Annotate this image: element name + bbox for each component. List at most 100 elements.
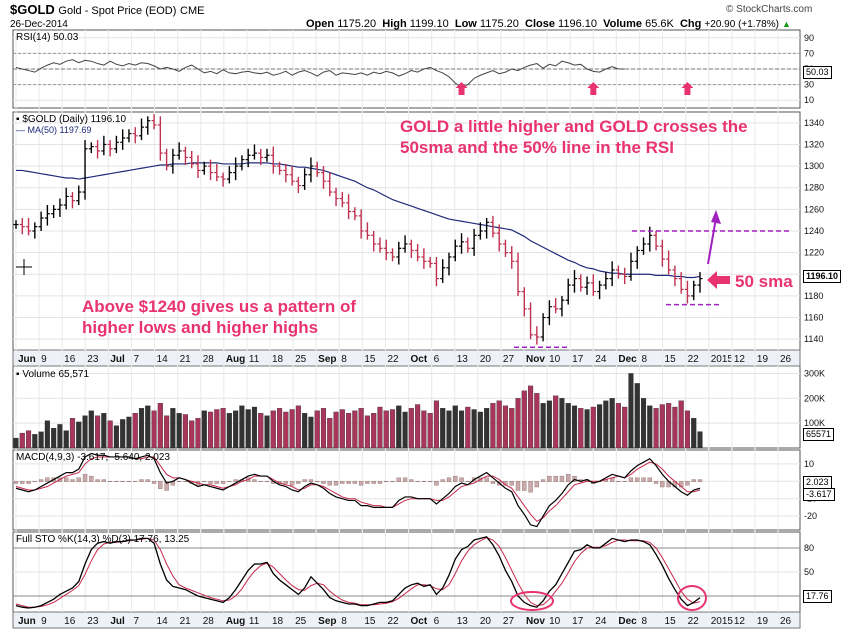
macd-histogram-bar bbox=[101, 479, 107, 482]
macd-histogram-bar bbox=[409, 479, 414, 482]
volume-bar bbox=[565, 403, 571, 449]
chart-title: $GOLD Gold - Spot Price (EOD) CME bbox=[10, 2, 204, 17]
projection-arrow-line bbox=[707, 217, 717, 265]
volume-tick-label: 100K bbox=[804, 418, 825, 428]
date-tick: 22 bbox=[688, 616, 700, 627]
date-tick: 21 bbox=[180, 354, 192, 365]
date-tick: 24 bbox=[595, 354, 607, 365]
macd-tick-label: -20 bbox=[804, 511, 817, 521]
volume-bar bbox=[283, 411, 289, 449]
instrument-name: Gold - Spot Price (EOD) bbox=[58, 5, 177, 17]
sma-pointer-arrow-icon bbox=[707, 271, 730, 289]
volume-bar bbox=[245, 409, 251, 449]
macd-histogram-bar bbox=[490, 481, 496, 484]
macd-line bbox=[15, 452, 701, 528]
volume-bar bbox=[408, 408, 414, 449]
volume-bar bbox=[346, 413, 352, 449]
date-tick: 15 bbox=[364, 354, 376, 365]
chart-date: 26-Dec-2014 bbox=[10, 19, 68, 30]
volume-bar bbox=[120, 419, 126, 449]
macd-histogram-bar bbox=[327, 481, 332, 486]
date-tick: 19 bbox=[757, 616, 769, 627]
date-tick: Oct bbox=[411, 616, 428, 627]
volume-bar bbox=[446, 410, 452, 449]
rsi-tick-label: 70 bbox=[804, 48, 814, 58]
volume-bar bbox=[377, 406, 383, 449]
macd-histogram-bar bbox=[38, 479, 44, 482]
volume-bar bbox=[264, 415, 270, 449]
macd-histogram-bar bbox=[20, 481, 25, 484]
date-tick: 2015 bbox=[711, 616, 734, 627]
volume-bar bbox=[559, 398, 565, 449]
date-tick: Sep bbox=[318, 616, 336, 627]
rsi-last-value-tag: 50.03 bbox=[803, 66, 832, 79]
macd-histogram-bar bbox=[114, 481, 119, 482]
macd-histogram-bar bbox=[685, 481, 690, 486]
volume-bar bbox=[308, 416, 314, 449]
change-up-icon: ▲ bbox=[781, 19, 791, 29]
macd-tick-label: 10 bbox=[804, 459, 814, 469]
rsi-panel-label: RSI(14) 50.03 bbox=[16, 32, 79, 43]
date-axis-top bbox=[12, 349, 801, 367]
date-tick: 15 bbox=[665, 616, 677, 627]
macd-histogram-bar bbox=[202, 481, 207, 482]
volume-bar bbox=[534, 393, 540, 449]
date-tick: Dec bbox=[618, 354, 637, 365]
date-tick: 15 bbox=[364, 616, 376, 627]
volume-bar bbox=[622, 406, 628, 449]
macd-histogram-bar bbox=[13, 481, 19, 484]
sto-circle-december bbox=[677, 585, 707, 611]
macd-histogram-bar bbox=[384, 481, 389, 482]
ma50-line bbox=[16, 162, 701, 279]
date-tick: 15 bbox=[665, 354, 677, 365]
volume-bar bbox=[427, 413, 433, 449]
volume-bar bbox=[584, 409, 590, 449]
rsi-up-arrow-icon bbox=[455, 82, 468, 95]
sto-circle-november bbox=[510, 591, 554, 611]
macd-histogram-bar bbox=[528, 481, 533, 493]
date-tick: 26 bbox=[780, 616, 792, 627]
macd-histogram-bar bbox=[158, 481, 163, 489]
volume-bar bbox=[38, 431, 44, 449]
volume-bar bbox=[176, 413, 182, 449]
volume-bar bbox=[647, 405, 653, 449]
volume-bar bbox=[69, 418, 76, 449]
volume-bar bbox=[678, 400, 684, 449]
sto-k-line bbox=[15, 536, 701, 609]
annotation-50sma: 50 sma bbox=[735, 272, 793, 291]
volume-bar bbox=[138, 408, 145, 449]
volume-bar bbox=[19, 432, 25, 449]
date-tick: 6 bbox=[434, 354, 440, 365]
volume-bar bbox=[496, 400, 502, 449]
sto-tick-label: 80 bbox=[804, 543, 814, 553]
volume-last-value-tag: 65571 bbox=[803, 428, 835, 441]
volume-bar bbox=[57, 424, 63, 449]
date-tick: 16 bbox=[64, 354, 76, 365]
date-tick: 18 bbox=[272, 354, 284, 365]
sto-d-line bbox=[15, 537, 701, 608]
volume-bar bbox=[189, 420, 195, 449]
volume-bar bbox=[107, 420, 113, 449]
macd-value-tag: -3.617 bbox=[803, 488, 835, 501]
macd-panel-label: MACD(4,9,3) -3.617, -5.640, 2.023 bbox=[16, 452, 170, 463]
volume-bar bbox=[697, 431, 703, 449]
volume-bar bbox=[521, 390, 527, 449]
macd-histogram-bar bbox=[321, 481, 326, 484]
date-tick: 13 bbox=[457, 616, 469, 627]
volume-bar bbox=[364, 415, 370, 449]
volume-bar bbox=[684, 410, 690, 449]
volume-bar bbox=[553, 395, 559, 449]
volume-bar bbox=[371, 413, 377, 449]
annotation-left: Above $1240 gives us a pattern of higher… bbox=[82, 297, 356, 337]
volume-bar bbox=[433, 400, 439, 449]
volume-bar bbox=[452, 405, 458, 449]
date-tick: 25 bbox=[295, 354, 307, 365]
date-tick: 7 bbox=[133, 616, 139, 627]
volume-bar bbox=[182, 414, 188, 449]
volume-bar bbox=[477, 411, 483, 449]
macd-histogram-bar bbox=[183, 481, 188, 482]
date-tick: 27 bbox=[503, 616, 515, 627]
volume-bar bbox=[270, 410, 276, 449]
date-tick: Jun bbox=[18, 616, 36, 627]
price-tick-label: 1160 bbox=[804, 313, 823, 323]
